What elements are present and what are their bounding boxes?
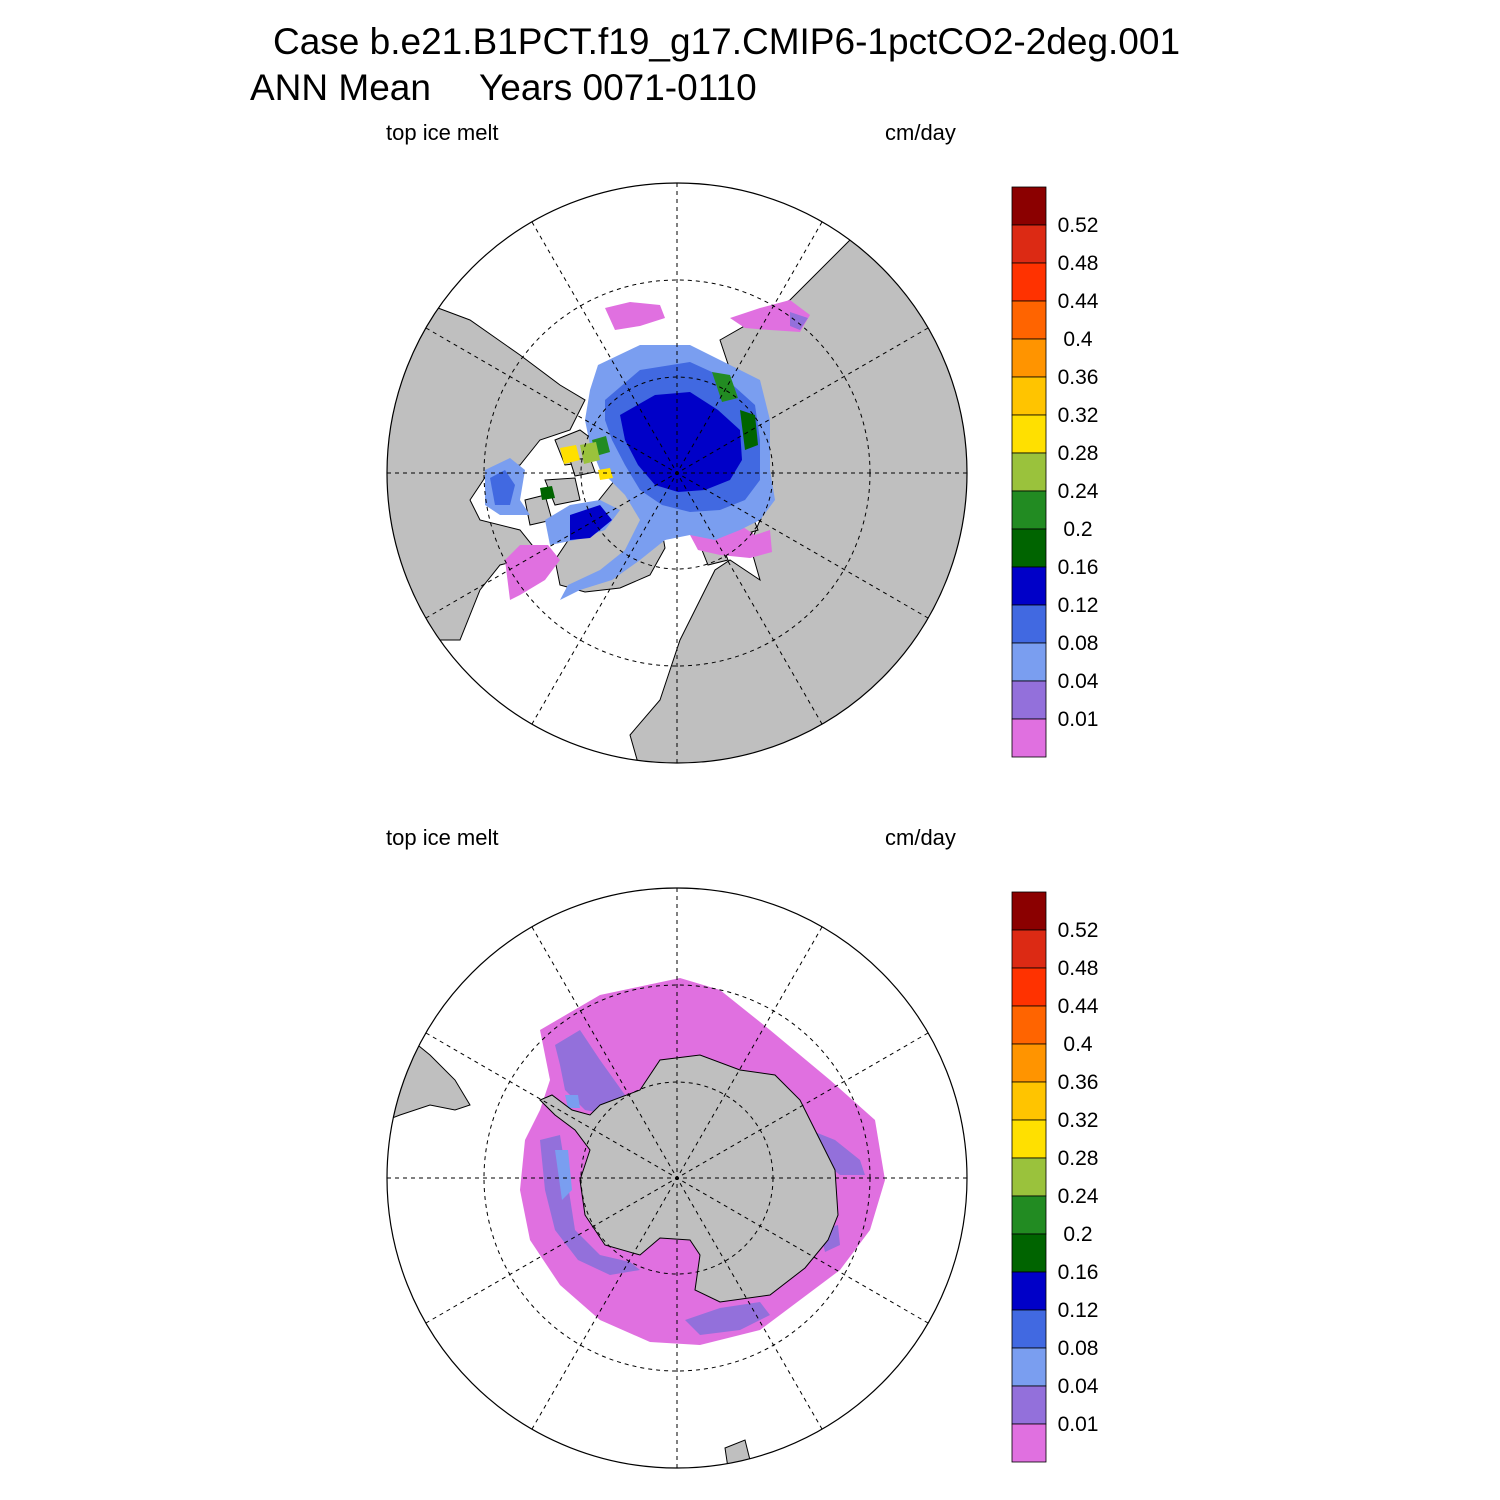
north-legend-box	[1011, 300, 1047, 340]
north-polar-map	[386, 182, 968, 764]
south-legend-tick-label: 0.12	[1058, 1299, 1099, 1322]
north-legend-box	[1011, 566, 1047, 606]
north-legend-tick-label: 0.36	[1058, 366, 1099, 389]
north-legend-box	[1011, 528, 1047, 568]
north-units-label: cm/day	[885, 120, 956, 145]
south-ice-band-4	[810, 1130, 865, 1175]
north-legend-tick-label: 0.01	[1058, 708, 1099, 731]
south-legend-box	[1011, 1119, 1047, 1159]
south-ice-band-6	[555, 1150, 572, 1200]
south-legend-box	[1011, 1043, 1047, 1083]
south-legend-tick-label: 0.08	[1058, 1337, 1099, 1360]
south-legend-tick-label: 0.01	[1058, 1413, 1099, 1436]
north-labelbar: 0.01 0.04 0.08 0.12 0.16 0.2 0.24 0.28 0.32 0.36 0…	[1011, 186, 1099, 758]
north-ice-band-0	[605, 302, 665, 330]
north-legend-box	[1011, 680, 1047, 720]
north-legend-box	[1011, 642, 1047, 682]
south-legend-box	[1011, 967, 1047, 1007]
south-legend-tick-label: 0.48	[1058, 957, 1099, 980]
south-legend-tick-label: 0.32	[1058, 1109, 1099, 1132]
north-legend-tick-label: 0.44	[1058, 290, 1099, 313]
north-legend-tick-label: 0.28	[1058, 442, 1099, 465]
south-legend-box	[1011, 1005, 1047, 1045]
south-ice-band-2	[685, 1302, 770, 1335]
south-legend-tick-label: 0.04	[1058, 1375, 1099, 1398]
north-ice-band-18	[560, 445, 580, 464]
south-legend-tick-label: 0.28	[1058, 1147, 1099, 1170]
south-legend-tick-label: 0.52	[1058, 919, 1099, 942]
north-ice-band-11	[620, 392, 742, 492]
north-legend-tick-label: 0.4	[1063, 328, 1093, 351]
north-legend-tick-label: 0.32	[1058, 404, 1099, 427]
period-label: ANN Mean	[250, 67, 431, 108]
south-legend-tick-label: 0.2	[1063, 1223, 1092, 1246]
south-legend-box	[1011, 1081, 1047, 1121]
south-land-australia	[924, 1369, 967, 1468]
south-map-border	[386, 887, 968, 1469]
north-legend-box	[1011, 186, 1047, 226]
north-ice-band-12	[570, 505, 612, 540]
north-legend-tick-label: 0.24	[1058, 480, 1099, 503]
south-legend-tick-label: 0.36	[1058, 1071, 1099, 1094]
south-legend-tick-label: 0.16	[1058, 1261, 1099, 1284]
south-legend-box	[1011, 1385, 1047, 1425]
south-land-antarctica	[539, 1054, 839, 1303]
north-land	[387, 229, 967, 763]
south-legend-box	[1011, 929, 1047, 969]
north-legend-tick-label: 0.2	[1063, 518, 1092, 541]
north-legend-box	[1011, 338, 1047, 378]
south-legend-box	[1011, 1157, 1047, 1197]
case-title: Case b.e21.B1PCT.f19_g17.CMIP6-1pctCO2-2…	[273, 21, 1181, 62]
north-legend-box	[1011, 490, 1047, 530]
south-legend-tick-label: 0.44	[1058, 995, 1099, 1018]
north-legend-tick-label: 0.52	[1058, 214, 1099, 237]
north-legend-box	[1011, 718, 1047, 758]
north-map-border	[386, 182, 968, 764]
north-ice-band-17	[580, 442, 600, 464]
north-legend-tick-label: 0.04	[1058, 670, 1099, 693]
north-ice-band-4	[790, 312, 808, 330]
south-legend-tick-label: 0.4	[1063, 1033, 1093, 1056]
north-graticule	[387, 183, 967, 763]
south-legend-box	[1011, 1271, 1047, 1311]
south-ice-band-7	[565, 1095, 580, 1108]
north-legend-box	[1011, 224, 1047, 264]
south-legend-tick-label: 0.24	[1058, 1185, 1099, 1208]
north-legend-box	[1011, 376, 1047, 416]
north-ice-band-15	[712, 372, 738, 402]
south-legend-box	[1011, 1347, 1047, 1387]
north-legend-box	[1011, 414, 1047, 454]
south-variable-label: top ice melt	[386, 825, 499, 850]
years-label: Years 0071-0110	[478, 67, 757, 108]
south-legend-box	[1011, 1423, 1047, 1463]
period-title: ANN Mean Years 0071-0110	[250, 68, 757, 108]
north-variable-label: top ice melt	[386, 120, 499, 145]
north-legend-box	[1011, 604, 1047, 644]
south-ice-band-1	[555, 1030, 625, 1115]
north-legend-tick-label: 0.12	[1058, 594, 1099, 617]
south-legend-box	[1011, 1195, 1047, 1235]
north-legend-box	[1011, 452, 1047, 492]
north-ice-band-19	[598, 468, 613, 480]
north-legend-tick-label: 0.48	[1058, 252, 1099, 275]
south-polar-map	[386, 887, 968, 1469]
south-units-label: cm/day	[885, 825, 956, 850]
north-ice-band-14	[540, 486, 555, 500]
north-ice-band-10	[490, 470, 515, 505]
south-graticule	[387, 888, 967, 1468]
south-legend-box	[1011, 1233, 1047, 1273]
north-ice-band-2	[505, 545, 560, 600]
south-legend-box	[1011, 1309, 1047, 1349]
north-ice-band-13	[740, 410, 758, 450]
north-legend-box	[1011, 262, 1047, 302]
north-legend-tick-label: 0.16	[1058, 556, 1099, 579]
north-legend-tick-label: 0.08	[1058, 632, 1099, 655]
south-labelbar: 0.01 0.04 0.08 0.12 0.16 0.2 0.24 0.28 0.32 0.36 0…	[1011, 891, 1099, 1463]
south-legend-box	[1011, 891, 1047, 931]
